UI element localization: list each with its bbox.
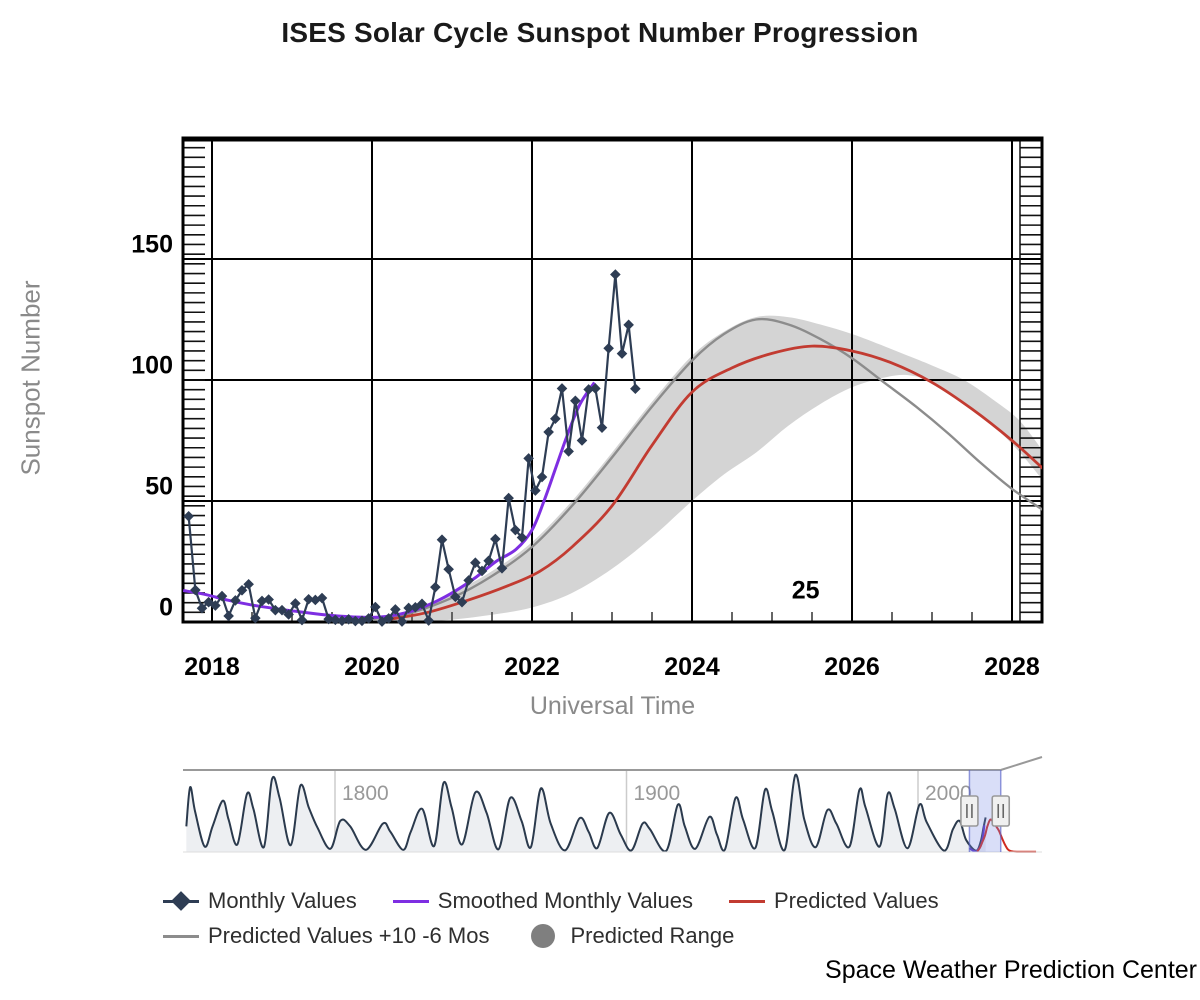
nav-history-line <box>185 774 987 853</box>
nav-handle-right[interactable] <box>991 795 1011 827</box>
svg-text:2022: 2022 <box>504 653 560 681</box>
line-marker-icon <box>163 924 199 948</box>
svg-text:25: 25 <box>792 577 820 605</box>
svg-text:2026: 2026 <box>824 653 880 681</box>
svg-text:2024: 2024 <box>664 653 720 681</box>
svg-text:1800: 1800 <box>342 782 389 805</box>
chart-title: ISES Solar Cycle Sunspot Number Progress… <box>281 17 919 48</box>
monthly-markers <box>183 269 641 627</box>
legend-item-predicted-values[interactable]: Predicted Values <box>728 888 939 914</box>
grid-lines <box>183 138 1042 622</box>
cycle-25-label: 25 <box>792 577 820 605</box>
line-marker-icon <box>728 889 765 913</box>
legend-label: Predicted Values +10 -6 Mos <box>208 923 490 948</box>
plot-frame <box>181 136 1044 624</box>
nav-history-area <box>186 774 986 852</box>
legend-row-2: Predicted Values +10 -6 Mos Predicted Ran… <box>163 923 975 949</box>
svg-text:50: 50 <box>145 473 173 501</box>
diamond-marker-icon <box>163 889 199 913</box>
legend-item-predicted-range[interactable]: Predicted Range <box>525 923 734 949</box>
footer-credit: Space Weather Prediction Center <box>825 956 1197 984</box>
legend: Monthly Values Smoothed Monthly Values Pre… <box>163 888 975 958</box>
nav-handle-left[interactable] <box>960 795 979 827</box>
svg-text:150: 150 <box>131 231 173 259</box>
circle-marker-icon <box>525 924 561 948</box>
x-axis-labels: 2018 2020 2022 2024 2026 2028 <box>184 653 1040 681</box>
svg-text:2018: 2018 <box>184 653 240 681</box>
svg-text:100: 100 <box>131 352 173 380</box>
predicted-range-band <box>380 315 1042 623</box>
plot-area[interactable] <box>183 269 1044 627</box>
predicted-line <box>387 344 1042 621</box>
svg-text:2028: 2028 <box>984 653 1040 681</box>
svg-text:1900: 1900 <box>634 782 681 805</box>
svg-text:2020: 2020 <box>344 653 400 681</box>
legend-item-monthly-values[interactable]: Monthly Values <box>163 888 357 914</box>
legend-item-smoothed-monthly-values[interactable]: Smoothed Monthly Values <box>392 888 693 914</box>
legend-row-1: Monthly Values Smoothed Monthly Values Pre… <box>163 888 975 914</box>
legend-label: Smoothed Monthly Values <box>437 888 693 913</box>
navigator[interactable]: 1800 1900 2000 <box>183 756 1043 853</box>
svg-text:2000: 2000 <box>925 782 972 805</box>
y-axis-labels: 0 50 100 150 <box>131 231 173 622</box>
x-axis-title: Universal Time <box>529 692 696 720</box>
legend-item-predicted-values-10-6-mos[interactable]: Predicted Values +10 -6 Mos <box>163 923 489 949</box>
y-axis-title: Sunspot Number <box>15 280 46 476</box>
legend-label: Predicted Range <box>570 923 735 948</box>
legend-label: Predicted Values <box>773 888 939 913</box>
legend-label: Monthly Values <box>208 888 357 913</box>
svg-text:0: 0 <box>159 594 173 622</box>
line-marker-icon <box>392 889 429 913</box>
predicted-shifted-line <box>363 317 1042 621</box>
